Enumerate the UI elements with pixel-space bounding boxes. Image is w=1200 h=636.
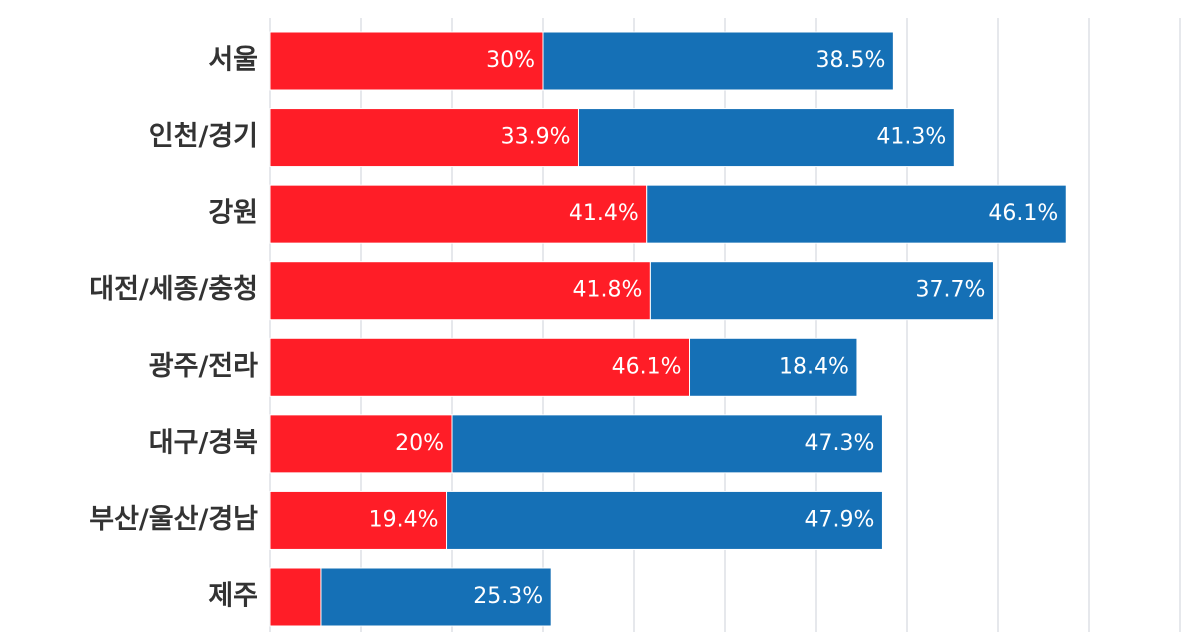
- bar-segment: [269, 31, 544, 91]
- category-label: 대구/경북: [149, 427, 258, 458]
- value-label: 37.7%: [916, 278, 986, 303]
- bar-segment: [269, 108, 579, 168]
- category-label: 강원: [208, 198, 258, 229]
- value-label: 38.5%: [815, 48, 885, 73]
- bar-segment: [542, 31, 894, 91]
- category-label: 서울: [208, 45, 258, 76]
- bar-segment: [451, 414, 883, 474]
- value-label: 41.8%: [572, 278, 642, 303]
- value-label: 41.3%: [876, 125, 946, 150]
- bar-segment: [689, 337, 858, 397]
- bar-segment: [269, 184, 648, 244]
- bar-segment: [649, 261, 994, 321]
- bar-segment: [577, 108, 955, 168]
- category-label: 광주/전라: [149, 351, 258, 382]
- value-label: 46.1%: [612, 354, 682, 379]
- value-label: 30%: [486, 48, 535, 73]
- category-label: 제주: [208, 581, 258, 612]
- value-label: 47.9%: [805, 507, 875, 532]
- bar-segment: [269, 261, 651, 321]
- value-label: 33.9%: [501, 125, 571, 150]
- value-label: 41.4%: [569, 201, 639, 226]
- bar-segment: [269, 337, 691, 397]
- bar-segment: [269, 567, 322, 627]
- bar-segment: [446, 490, 883, 550]
- bar-segment: [320, 567, 552, 627]
- value-label: 20%: [395, 431, 444, 456]
- value-label: 25.3%: [473, 584, 543, 609]
- bar-segment: [269, 414, 453, 474]
- bar-segment: [269, 490, 448, 550]
- category-label: 부산/울산/경남: [89, 504, 258, 535]
- category-label: 대전/세종/충청: [89, 274, 258, 305]
- value-label: 18.4%: [779, 354, 849, 379]
- value-label: 19.4%: [369, 507, 439, 532]
- category-label: 인천/경기: [149, 121, 258, 152]
- bar-segment: [646, 184, 1067, 244]
- value-label: 46.1%: [988, 201, 1058, 226]
- value-label: 47.3%: [805, 431, 875, 456]
